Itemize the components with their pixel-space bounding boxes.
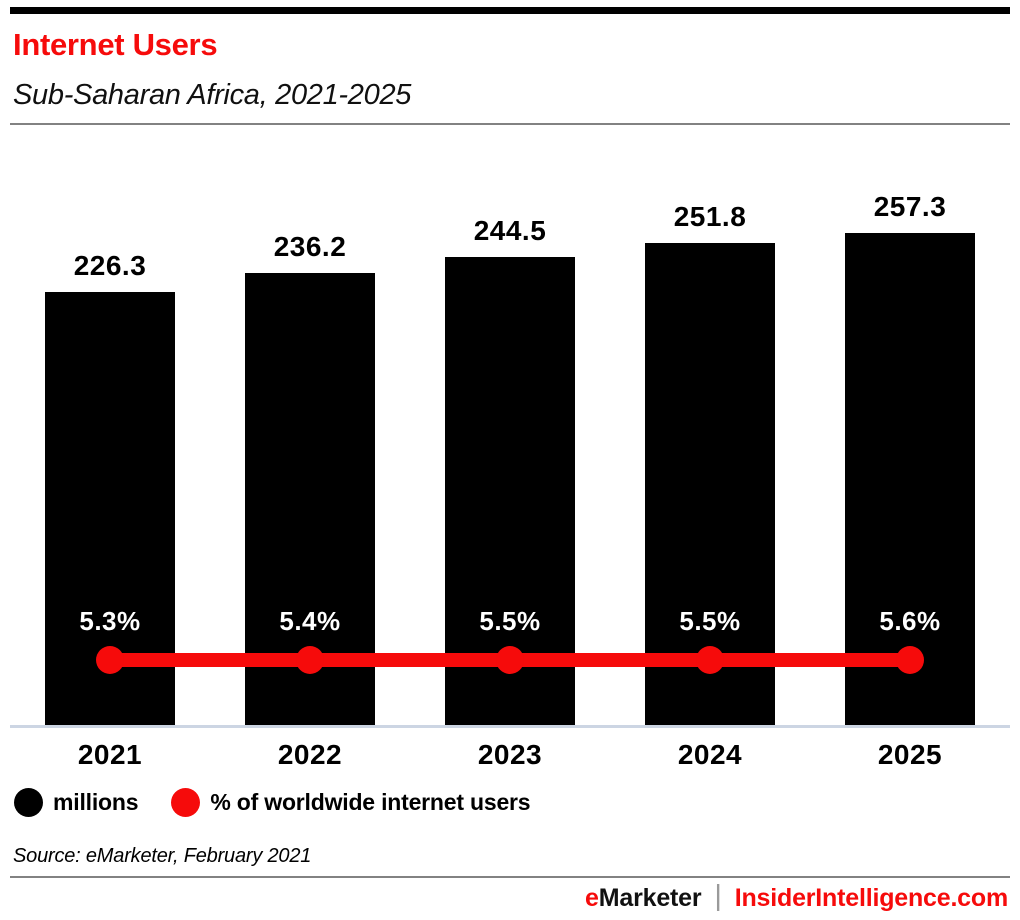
footer-divider: [10, 876, 1010, 878]
bar-value-label: 257.3: [873, 191, 947, 222]
x-axis-label-2024: 2024: [677, 739, 743, 770]
pct-label: 5.5%: [679, 606, 741, 636]
page-title: Internet Users: [13, 27, 218, 62]
header-divider: [10, 123, 1010, 125]
bar-value-label: 251.8: [673, 201, 747, 232]
pct-label: 5.6%: [879, 606, 941, 636]
legend-item-percent: % of worldwide internet users: [171, 788, 531, 817]
trend-line: [96, 646, 924, 674]
emarketer-logo: eMarketer: [585, 884, 702, 913]
trend-point-2022: [296, 646, 324, 674]
x-axis-label-2022: 2022: [277, 739, 343, 770]
legend-item-millions: millions: [14, 788, 139, 817]
chart-legend: millions % of worldwide internet users: [14, 788, 531, 817]
page-subtitle: Sub-Saharan Africa, 2021-2025: [13, 79, 412, 111]
emarketer-logo-e: e: [585, 884, 599, 912]
footer-brandbar: eMarketer | InsiderIntelligence.com: [585, 880, 1008, 915]
legend-red-dot-icon: [171, 788, 201, 817]
legend-label-millions: millions: [53, 789, 139, 815]
bar-value-label: 236.2: [273, 231, 347, 262]
bar-2025: [845, 233, 975, 725]
bar-value-label: 244.5: [473, 215, 547, 246]
emarketer-logo-rest: Marketer: [598, 884, 702, 912]
bar-line-chart: 226.3 2021 5.3% 236.2 2022 5.4% 244.5 2023 5.5% 2…: [10, 140, 1010, 770]
trend-point-2024: [696, 646, 724, 674]
pct-label: 5.3%: [79, 606, 141, 636]
pct-label: 5.5%: [479, 606, 541, 636]
bar-2024: [645, 243, 775, 725]
top-accent-bar: [10, 7, 1010, 14]
bar-value-label: 226.3: [73, 250, 147, 281]
footer-separator: |: [714, 880, 722, 912]
insider-intelligence-link[interactable]: InsiderIntelligence.com: [734, 884, 1008, 912]
x-axis-label-2023: 2023: [477, 739, 543, 770]
trend-point-2023: [496, 646, 524, 674]
trend-point-2025: [896, 646, 924, 674]
legend-label-percent: % of worldwide internet users: [210, 789, 531, 815]
source-note: Source: eMarketer, February 2021: [13, 845, 312, 867]
x-axis-line: [10, 725, 1010, 728]
legend-black-dot-icon: [14, 788, 43, 817]
pct-label: 5.4%: [279, 606, 341, 636]
x-axis-label-2021: 2021: [77, 739, 143, 770]
trend-point-2021: [96, 646, 124, 674]
x-axis-label-2025: 2025: [877, 739, 943, 770]
